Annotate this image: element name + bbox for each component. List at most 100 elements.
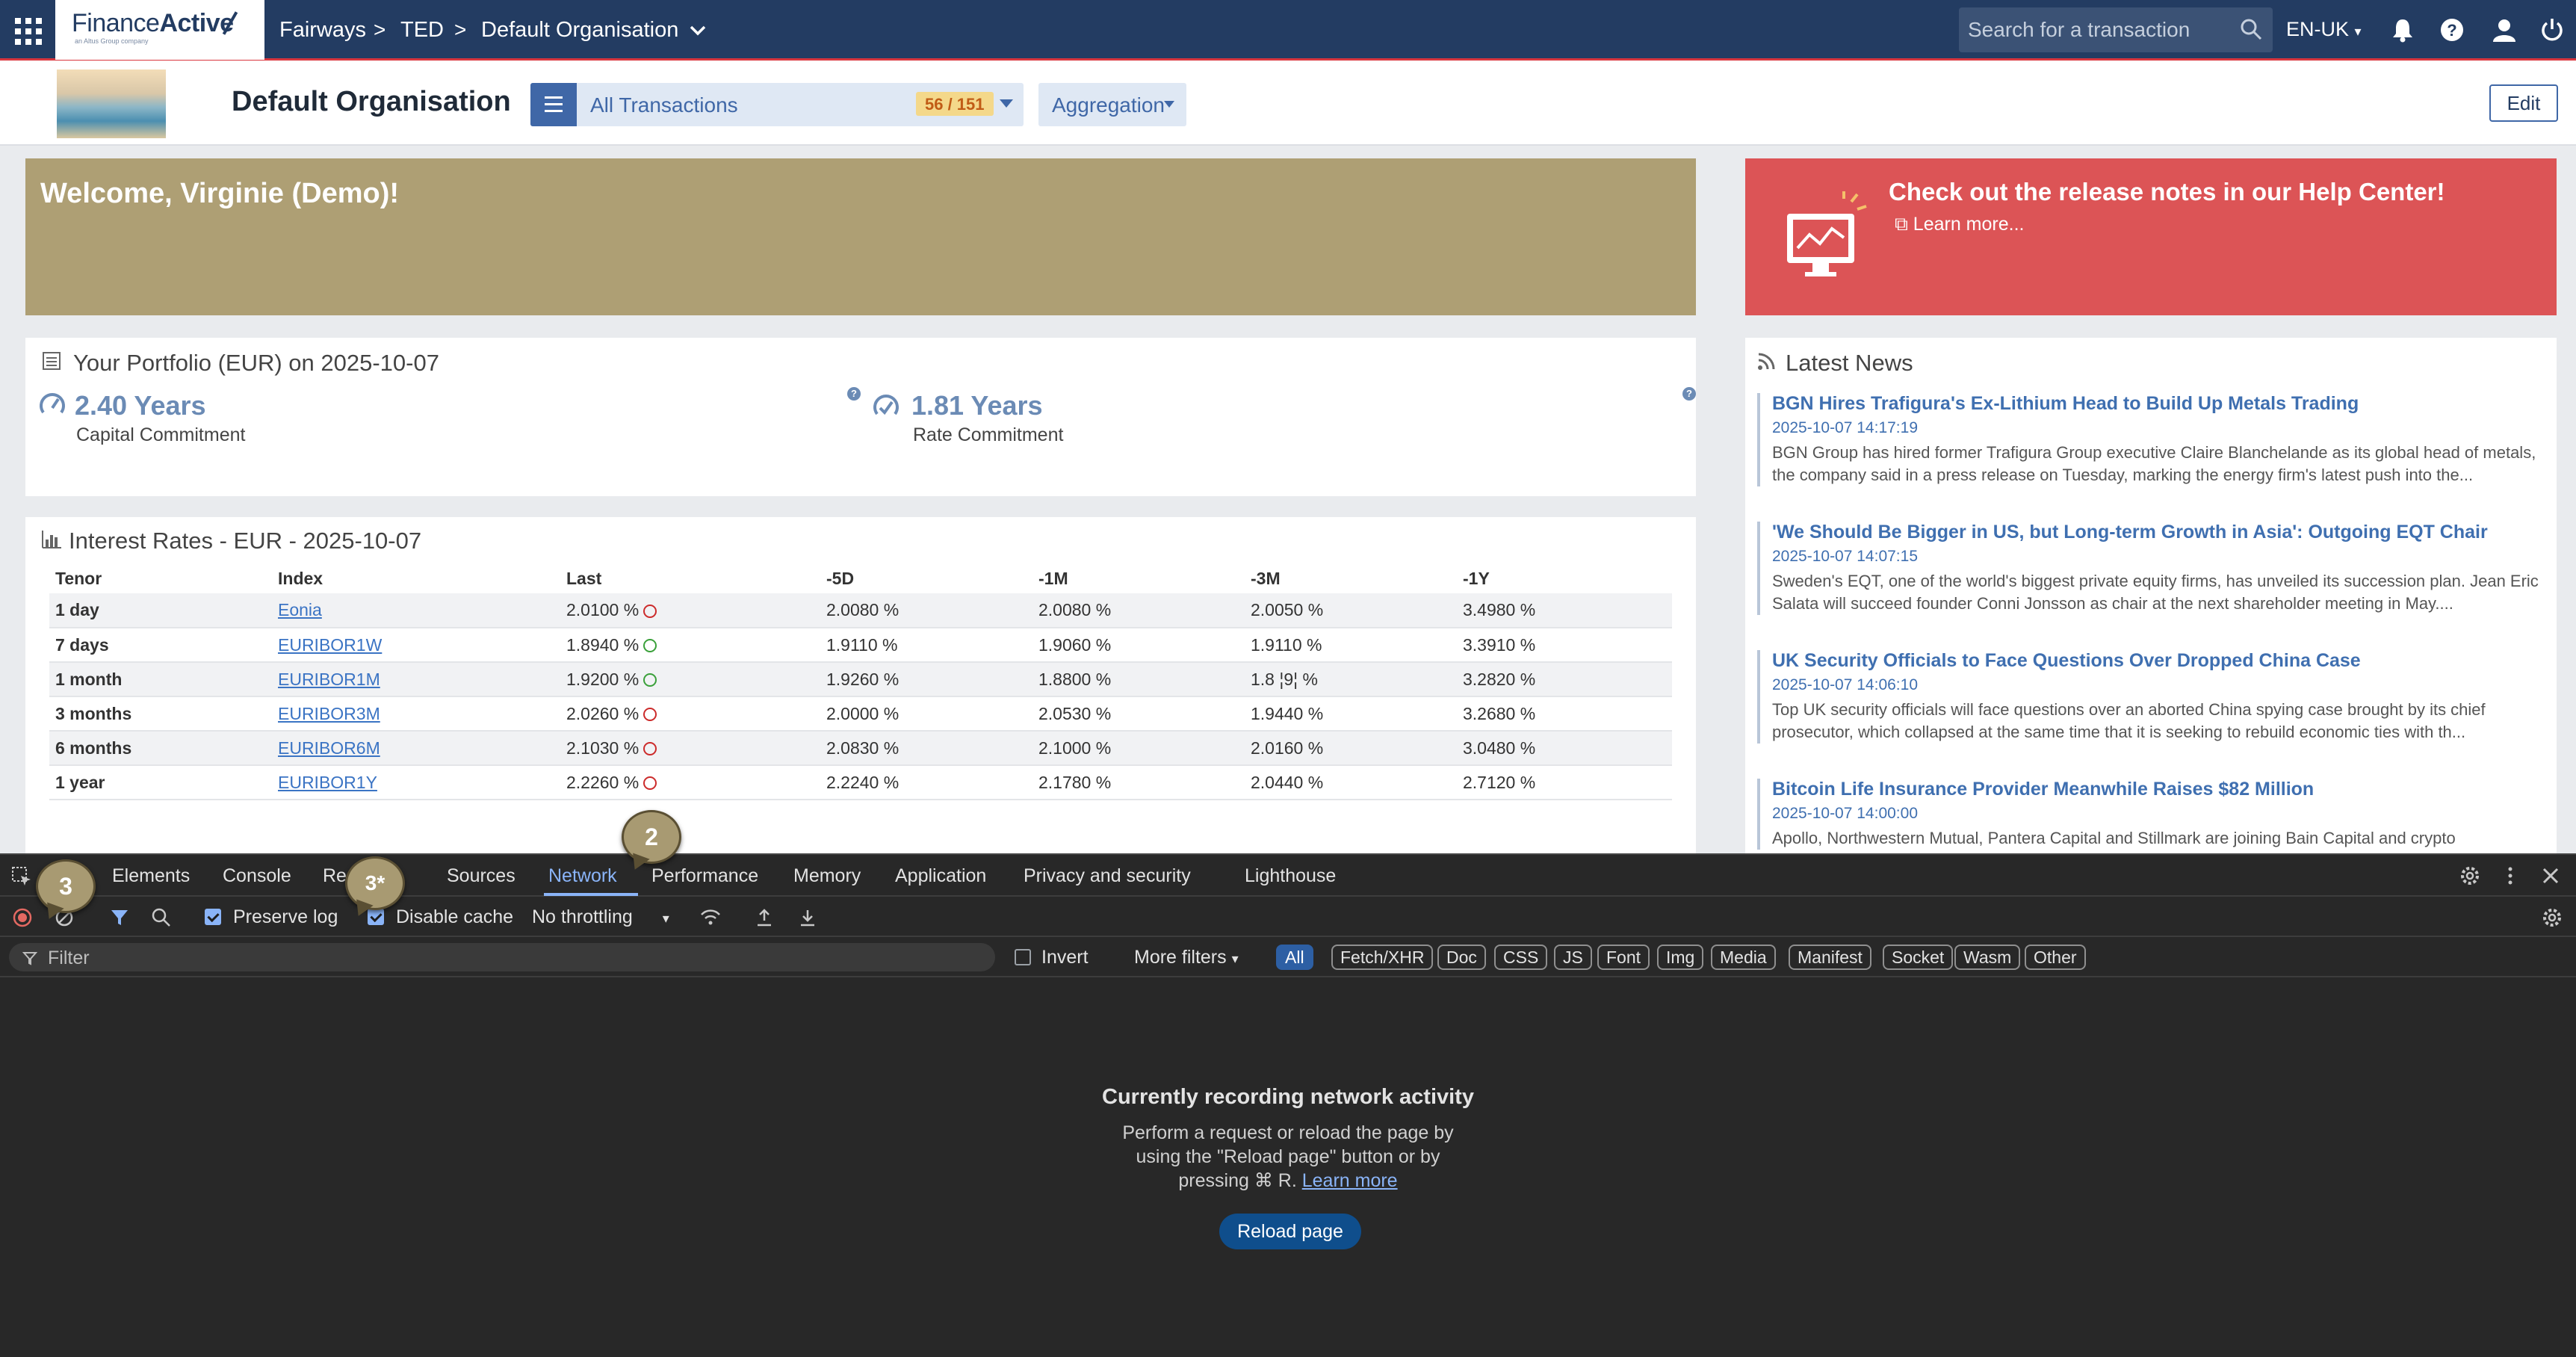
chip-all[interactable]: All [1276,945,1313,970]
record-stop-icon[interactable] [12,907,33,928]
edit-button[interactable]: Edit [2489,84,2558,122]
throttling-select[interactable]: No throttling ▾ [532,906,669,927]
breadcrumb-organisation[interactable]: Default Organisation [481,18,707,43]
index-link[interactable]: EURIBOR6M [278,738,380,758]
caret-down-icon[interactable] [1000,99,1013,108]
breadcrumb-fairways[interactable]: Fairways [279,18,367,42]
index-cell: EURIBOR1W [272,628,560,663]
learn-more-link[interactable]: Learn more [1301,1170,1398,1191]
chip-fetch-xhr[interactable]: Fetch/XHR [1331,945,1434,970]
chip-socket[interactable]: Socket [1883,945,1954,970]
minus-5d-cell-text: 2.0830 % [826,738,900,758]
power-icon[interactable] [2539,16,2566,43]
chip-wasm[interactable]: Wasm [1954,945,2021,970]
chip-media[interactable]: Media [1711,945,1776,970]
help-icon[interactable]: ? [2439,16,2465,43]
rate-commitment-value: 1.81 Years [911,390,1043,421]
inspect-element-icon[interactable] [10,865,33,888]
apps-grid-icon[interactable] [15,18,42,45]
chip-js[interactable]: JS [1554,945,1592,970]
kebab-menu-icon[interactable] [2503,864,2518,888]
tab-performance[interactable]: Performance [651,865,759,886]
tab-elements[interactable]: Elements [112,865,191,886]
table-row: 1 year EURIBOR1Y 2.2260 % 2.2240 % 2.1780 % 2… [49,765,1672,800]
aggregation-dropdown[interactable]: Aggregation [1038,83,1186,126]
tab-console[interactable]: Console [223,865,291,886]
news-title-link[interactable]: Bitcoin Life Insurance Provider Meanwhil… [1772,779,2315,800]
chip-other[interactable]: Other [2025,945,2086,970]
chip-css[interactable]: CSS [1494,945,1548,970]
preserve-log-checkbox[interactable] [205,909,221,925]
minus-1m-cell-text: 1.8800 % [1038,669,1112,689]
index-link[interactable]: Eonia [278,600,322,619]
news-title-link[interactable]: UK Security Officials to Face Questions … [1772,650,2361,671]
minus-1m-cell-text: 2.1780 % [1038,772,1112,792]
index-cell: Eonia [272,593,560,628]
reload-page-button[interactable]: Reload page [1219,1214,1361,1249]
language-selector[interactable]: EN-UK ▾ [2286,18,2362,40]
news-title-link[interactable]: BGN Hires Trafigura's Ex-Lithium Head to… [1772,393,2359,414]
index-link[interactable]: EURIBOR3M [278,703,380,723]
filter-icon[interactable] [109,907,130,928]
export-har-icon[interactable] [798,907,817,928]
column-header: -5D [826,568,855,588]
brand-logo[interactable]: FinanceActive an Altus Group company [55,0,264,60]
invert-checkbox[interactable] [1015,949,1031,965]
svg-text:?: ? [2447,21,2456,40]
index-link[interactable]: EURIBOR1W [278,634,383,655]
tab-privacy-security[interactable]: Privacy and security [1024,865,1191,886]
last-cell-text: 2.0260 % [566,703,640,723]
chip-img[interactable]: Img [1657,945,1704,970]
minus-3m-cell: 2.0160 % [1245,731,1457,766]
minus-5d-cell: 1.9110 % [820,628,1032,663]
minus-1y-cell-text: 3.3910 % [1463,634,1536,655]
network-filter-input[interactable]: Filter [9,943,995,971]
chip-font[interactable]: Font [1597,945,1650,970]
annotation-badge: 3* [345,856,405,910]
chip-doc[interactable]: Doc [1437,945,1486,970]
brand-name: FinanceActive [72,9,234,37]
news-item: 'We Should Be Bigger in US, but Long-ter… [1757,522,2546,615]
close-icon[interactable] [2540,865,2561,886]
more-filters-dropdown[interactable]: More filters ▾ [1134,947,1239,968]
learn-more-link[interactable]: ⧉ Learn more... [1895,214,2025,235]
breadcrumb-ted[interactable]: TED [400,18,444,42]
last-cell-text: 1.9200 % [566,669,640,689]
transaction-search-input[interactable]: Search for a transaction [1959,7,2273,52]
column-header: Index [278,568,323,588]
news-summary: Top UK security officials will face ques… [1772,700,2486,741]
network-conditions-icon[interactable] [699,907,722,928]
search-icon[interactable] [151,907,172,928]
rss-icon [1758,353,1775,370]
tab-network[interactable]: Network [548,865,617,886]
transactions-selector[interactable]: All Transactions 56 / 151 [530,83,1024,126]
search-icon[interactable] [2240,18,2262,40]
network-settings-gear-icon[interactable] [2540,906,2564,930]
import-har-icon[interactable] [755,907,774,928]
empty-state-body: Perform a request or reload the page by … [1122,1122,1454,1191]
trend-up-icon [643,639,657,653]
release-notes-banner[interactable]: Check out the release notes in our Help … [1745,158,2557,315]
menu-icon[interactable] [530,83,577,126]
index-link[interactable]: EURIBOR1M [278,669,380,689]
tab-application[interactable]: Application [895,865,987,886]
news-date: 2025-10-07 14:07:15 [1772,548,1918,565]
table-row: 3 months EURIBOR3M 2.0260 % 2.0000 % 2.0530 … [49,696,1672,732]
tab-lighthouse[interactable]: Lighthouse [1245,865,1337,886]
news-title-link[interactable]: 'We Should Be Bigger in US, but Long-ter… [1772,522,2488,543]
chip-manifest[interactable]: Manifest [1789,945,1871,970]
user-icon[interactable] [2491,16,2518,43]
disable-cache-checkbox[interactable] [368,909,384,925]
help-icon[interactable]: ? [847,387,861,401]
transactions-count-badge: 56 / 151 [916,92,994,116]
trend-down-icon [643,708,657,722]
minus-1y-cell-text: 3.2680 % [1463,703,1536,723]
gear-icon[interactable] [2458,864,2482,888]
devtools-panel: Elements Console Rec Sources Network Per… [0,853,2576,1357]
help-icon[interactable]: ? [1682,387,1696,401]
index-link[interactable]: EURIBOR1Y [278,772,377,792]
tab-memory[interactable]: Memory [793,865,861,886]
minus-3m-cell: 1.8 ¦9¦ % [1245,662,1457,697]
tab-sources[interactable]: Sources [447,865,515,886]
bell-icon[interactable] [2389,16,2416,43]
